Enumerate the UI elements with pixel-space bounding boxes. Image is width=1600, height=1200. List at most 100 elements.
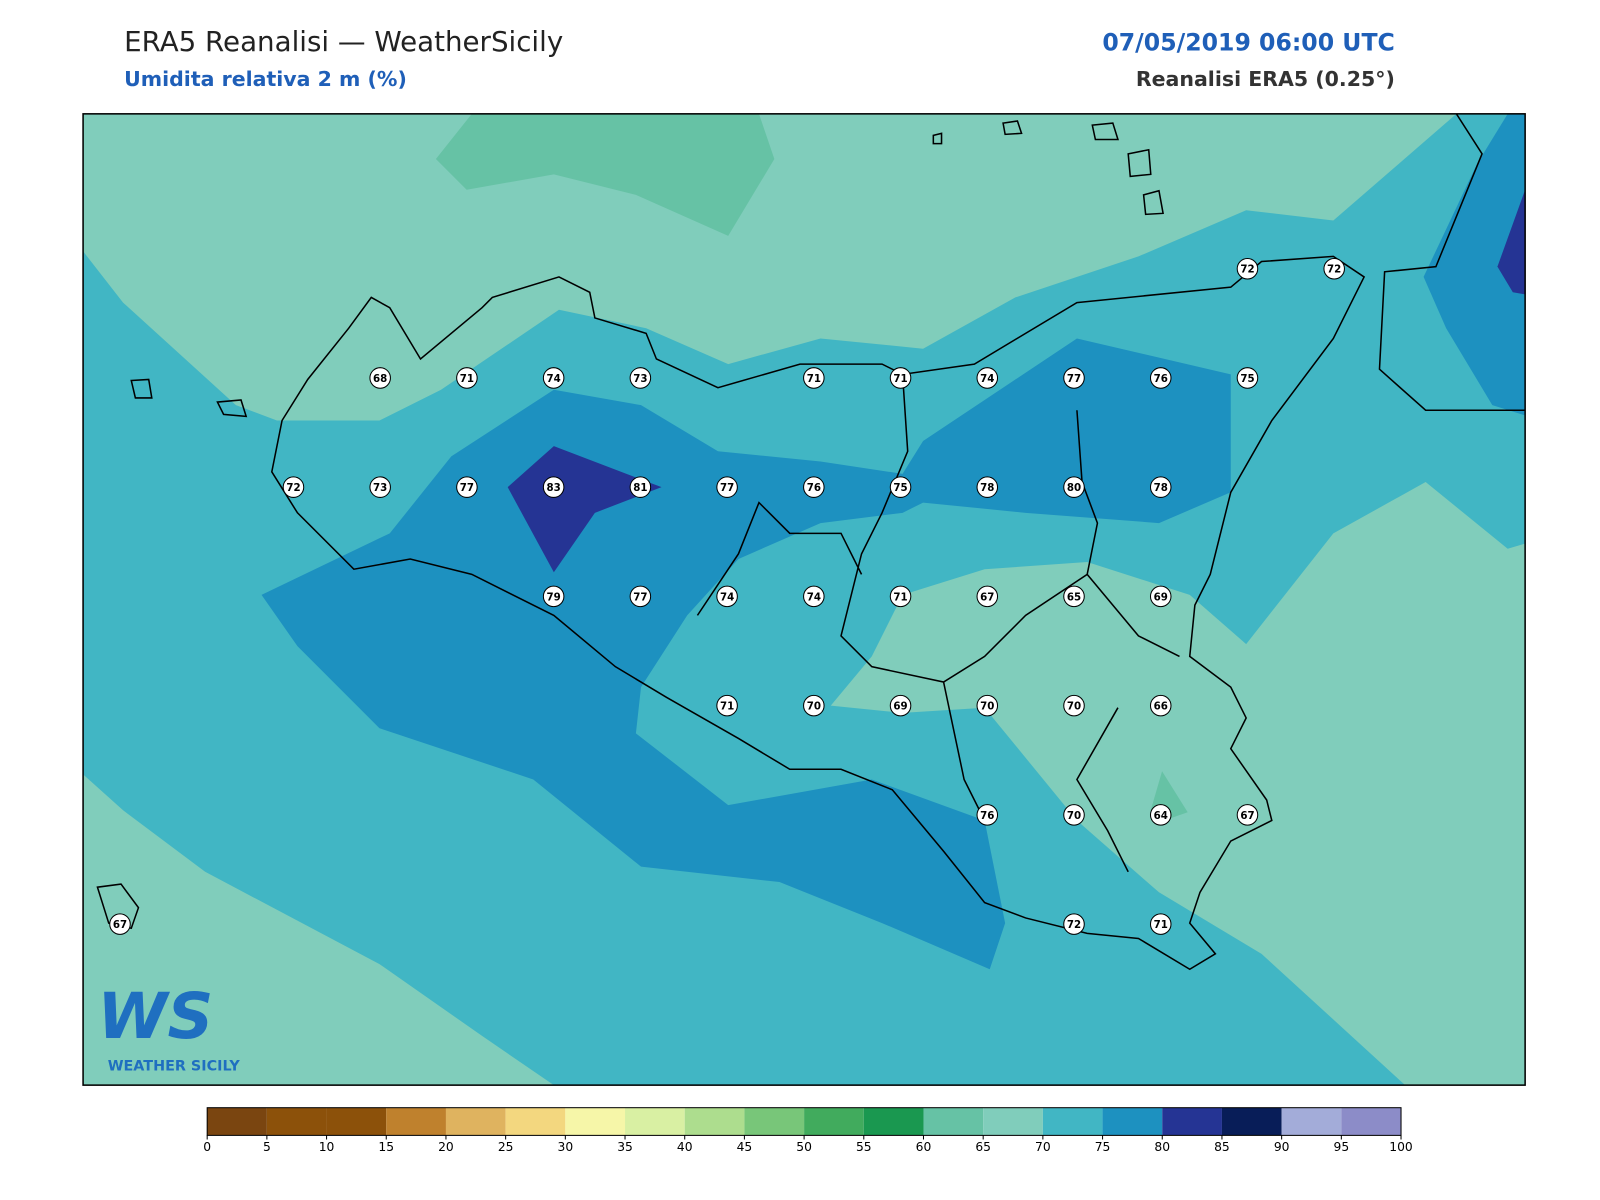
- colorbar-swatch: [684, 1107, 745, 1136]
- colorbar-swatch: [565, 1107, 626, 1136]
- station-value: 71: [807, 373, 821, 385]
- station-marker: [1063, 694, 1085, 717]
- station-value: 71: [893, 591, 907, 603]
- colorbar-tick-label: 10: [319, 1140, 335, 1154]
- station-marker: [1149, 476, 1172, 498]
- station-marker: [282, 476, 305, 498]
- station-marker: [1236, 367, 1259, 389]
- station-value: 71: [1154, 919, 1168, 931]
- station-marker: [1063, 804, 1085, 826]
- colorbar-swatch: [1102, 1107, 1163, 1136]
- station-marker: [369, 476, 391, 498]
- station-marker: [456, 476, 478, 498]
- map-frame: [82, 113, 1526, 1086]
- station-value: 71: [893, 373, 907, 385]
- station-value: 77: [633, 591, 647, 603]
- colorbar-swatch: [207, 1107, 267, 1136]
- station-marker: [109, 913, 131, 935]
- subtitle: Umidita relativa 2 m (%): [124, 67, 407, 91]
- colorbar-tick-label: 50: [796, 1140, 812, 1154]
- field-80-85: [1497, 189, 1526, 295]
- station-marker: [976, 694, 999, 717]
- station-value: 70: [1067, 810, 1081, 822]
- station-marker: [369, 367, 391, 389]
- colorbar-tick-label: 5: [263, 1140, 271, 1154]
- colorbar-tick-label: 100: [1389, 1140, 1412, 1154]
- colorbar-swatch: [625, 1107, 685, 1136]
- colorbar-tick-label: 15: [378, 1140, 394, 1154]
- colorbar-tick-label: 45: [737, 1140, 753, 1154]
- station-value: 69: [893, 701, 907, 713]
- station-marker: [1063, 913, 1085, 935]
- station-value: 76: [1154, 373, 1168, 385]
- colorbar-tick-label: 90: [1274, 1140, 1290, 1154]
- station-value: 79: [547, 591, 561, 603]
- station-value: 71: [460, 373, 474, 385]
- colorbar-swatch: [1221, 1107, 1282, 1136]
- station-value: 65: [1067, 591, 1081, 603]
- station-marker: [889, 476, 912, 498]
- station-marker: [803, 367, 825, 389]
- station-marker: [1063, 476, 1085, 498]
- colorbar-tick-label: 35: [617, 1140, 633, 1154]
- station-marker: [976, 367, 999, 389]
- colorbar-swatch: [1042, 1107, 1103, 1136]
- station-marker: [803, 585, 825, 608]
- station-marker: [629, 367, 652, 389]
- station-value: 81: [633, 482, 647, 494]
- colorbar-tick-label: 55: [856, 1140, 872, 1154]
- station-value: 83: [547, 482, 561, 494]
- station-marker: [976, 476, 999, 498]
- station-value: 77: [720, 482, 734, 494]
- station-value: 75: [1240, 373, 1254, 385]
- colorbar-tick-label: 65: [975, 1140, 991, 1154]
- station-value: 78: [1154, 482, 1168, 494]
- station-value: 67: [113, 919, 127, 931]
- station-value: 72: [286, 482, 300, 494]
- colorbar-tick-label: 95: [1334, 1140, 1350, 1154]
- station-marker: [1149, 694, 1172, 717]
- station-value: 70: [980, 701, 994, 713]
- colorbar-swatch: [266, 1107, 327, 1136]
- colorbar-swatch: [983, 1107, 1043, 1136]
- station-marker: [803, 694, 825, 717]
- colorbar-tick-label: 60: [916, 1140, 932, 1154]
- logo-text: WEATHER SICILY: [108, 1059, 241, 1075]
- station-marker: [629, 585, 652, 608]
- station-marker: [542, 367, 565, 389]
- title: ERA5 Reanalisi — WeatherSicily: [124, 25, 563, 58]
- stations: 72 72 68 71 74 73 71 71 74 77 76 75 72 73 77 83 81 77 76 75…: [109, 257, 1345, 935]
- source: Reanalisi ERA5 (0.25°): [1136, 67, 1395, 91]
- colorbar-swatch: [326, 1107, 387, 1136]
- station-marker: [542, 476, 565, 498]
- colorbar-swatch: [1281, 1107, 1342, 1136]
- colorbar-tick-label: 30: [558, 1140, 574, 1154]
- datetime: 07/05/2019 06:00 UTC: [1102, 29, 1394, 57]
- station-marker: [716, 585, 738, 608]
- station-marker: [1149, 913, 1172, 935]
- station-value: 74: [547, 373, 561, 385]
- station-value: 70: [807, 701, 821, 713]
- colorbar-tick-label: 80: [1154, 1140, 1170, 1154]
- station-marker: [1063, 367, 1085, 389]
- station-value: 72: [1067, 919, 1081, 931]
- station-marker: [1236, 257, 1259, 280]
- station-value: 80: [1067, 482, 1081, 494]
- colorbar-swatch: [445, 1107, 506, 1136]
- colorbar-tick-label: 40: [677, 1140, 693, 1154]
- station-value: 77: [1067, 373, 1081, 385]
- station-value: 70: [1067, 701, 1081, 713]
- colorbar-tick-label: 85: [1214, 1140, 1230, 1154]
- station-marker: [716, 694, 738, 717]
- colorbar-tick-label: 20: [438, 1140, 454, 1154]
- station-marker: [716, 476, 738, 498]
- colorbar-swatch: [863, 1107, 924, 1136]
- colorbar-tick-label: 25: [498, 1140, 514, 1154]
- colorbar-tick-label: 0: [203, 1140, 211, 1154]
- colorbar: 0 5 10 15 20 25 30 35 40 45 50 55 60 65 70 75 80 85 90 95 10…: [203, 1107, 1413, 1154]
- station-value: 77: [460, 482, 474, 494]
- station-marker: [456, 367, 478, 389]
- station-value: 67: [1240, 810, 1254, 822]
- station-value: 74: [807, 591, 821, 603]
